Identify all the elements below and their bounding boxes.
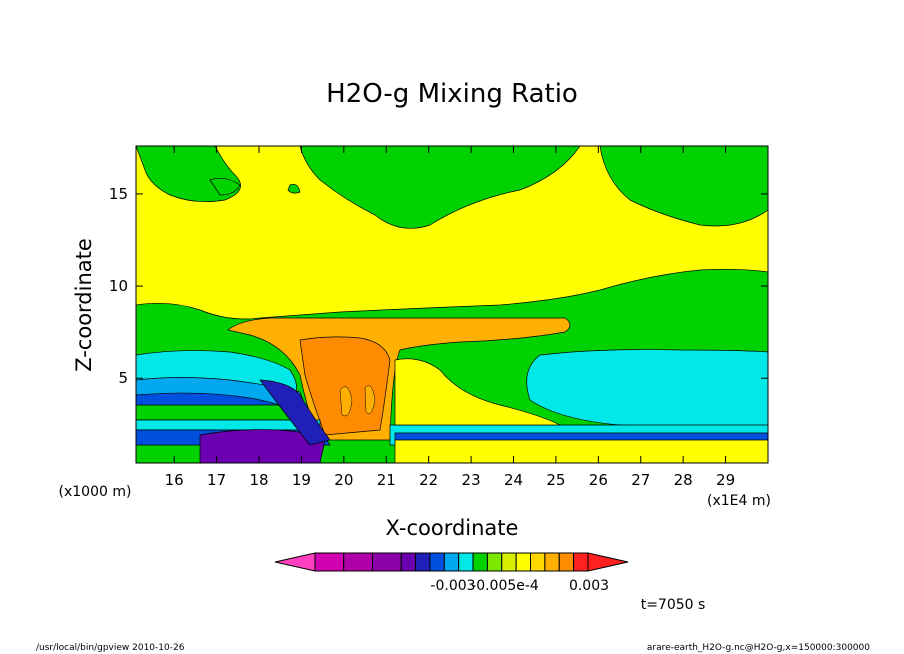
field-yellow-plume-right bbox=[394, 358, 561, 426]
y-axis-ticks: 5 10 15 bbox=[109, 185, 768, 387]
y-tick-label: 5 bbox=[118, 369, 128, 387]
x-tick-label: 18 bbox=[249, 471, 268, 489]
field-darkblue-plume bbox=[259, 379, 331, 446]
colorbar-segment bbox=[443, 552, 460, 572]
y-tick-label: 15 bbox=[109, 185, 128, 203]
x-unit-label: (x1000 m) bbox=[59, 484, 132, 500]
x-tick-label: 22 bbox=[419, 471, 438, 489]
colorbar-segment bbox=[558, 552, 575, 572]
colorbar-segment bbox=[530, 552, 546, 572]
field-green-upper-mid bbox=[299, 146, 581, 229]
x-tick-label: 24 bbox=[504, 471, 523, 489]
colorbar-segment bbox=[472, 552, 488, 572]
colorbar-segment bbox=[515, 552, 532, 572]
time-annotation: t=7050 s bbox=[641, 597, 706, 613]
x-tick-label: 21 bbox=[377, 471, 396, 489]
x-tick-label: 29 bbox=[716, 471, 735, 489]
x-tick-label: 17 bbox=[207, 471, 226, 489]
colorbar-label-mid: -0.005e-4 bbox=[471, 578, 539, 594]
x-tick-label: 27 bbox=[631, 471, 650, 489]
field-green-lowband bbox=[136, 404, 306, 421]
colorbar-segment bbox=[343, 552, 373, 572]
colorbar-segment bbox=[501, 552, 517, 572]
colorbar-segment bbox=[544, 552, 560, 572]
y-tick-label: 10 bbox=[109, 277, 128, 295]
colorbar-segment bbox=[458, 552, 474, 572]
x-tick-label: 26 bbox=[589, 471, 608, 489]
field-green-small-2 bbox=[287, 183, 301, 194]
x-axis-title: X-coordinate bbox=[386, 516, 519, 540]
colorbar-segment bbox=[371, 552, 402, 572]
colorbar-label-pos: 0.003 bbox=[569, 578, 609, 594]
x-tick-label: 23 bbox=[462, 471, 481, 489]
plot-frame bbox=[135, 145, 769, 464]
y-axis-title: Z-coordinate bbox=[72, 238, 96, 372]
colorbar-label-neg: -0.003 bbox=[430, 578, 475, 594]
colorbar-extend-high bbox=[587, 552, 629, 572]
heatmap-field bbox=[136, 146, 768, 463]
field-green-upper-left bbox=[136, 146, 241, 202]
colorbar-extend-low bbox=[274, 552, 316, 572]
colorbar bbox=[274, 552, 629, 572]
colorbar-segment bbox=[429, 552, 445, 572]
x-unit-label-secondary: (x1E4 m) bbox=[707, 493, 771, 509]
field-yellow-band-right bbox=[394, 439, 768, 463]
colorbar-segment bbox=[415, 552, 431, 572]
footer-left: /usr/local/bin/gpview 2010-10-26 bbox=[36, 643, 185, 653]
chart-title: H2O-g Mixing Ratio bbox=[326, 79, 578, 109]
field-orange-core-highlight-2 bbox=[364, 385, 376, 414]
colorbar-segment bbox=[573, 552, 589, 572]
field-orange-core-highlight bbox=[339, 386, 353, 417]
colorbar-segment bbox=[486, 552, 503, 572]
x-tick-label: 25 bbox=[546, 471, 565, 489]
x-tick-label: 16 bbox=[165, 471, 184, 489]
x-tick-label: 20 bbox=[334, 471, 353, 489]
colorbar-segment bbox=[314, 552, 345, 572]
field-green-small-1 bbox=[209, 178, 241, 196]
x-axis-ticks: 16 17 18 19 20 21 22 23 24 25 26 27 28 29 bbox=[165, 146, 735, 489]
colorbar-segment bbox=[400, 552, 417, 572]
x-tick-label: 28 bbox=[674, 471, 693, 489]
x-tick-label: 19 bbox=[292, 471, 311, 489]
footer-right: arare-earth_H2O-g.nc@H2O-g,x=150000:3000… bbox=[647, 643, 870, 653]
field-green-upper-right bbox=[599, 146, 768, 227]
